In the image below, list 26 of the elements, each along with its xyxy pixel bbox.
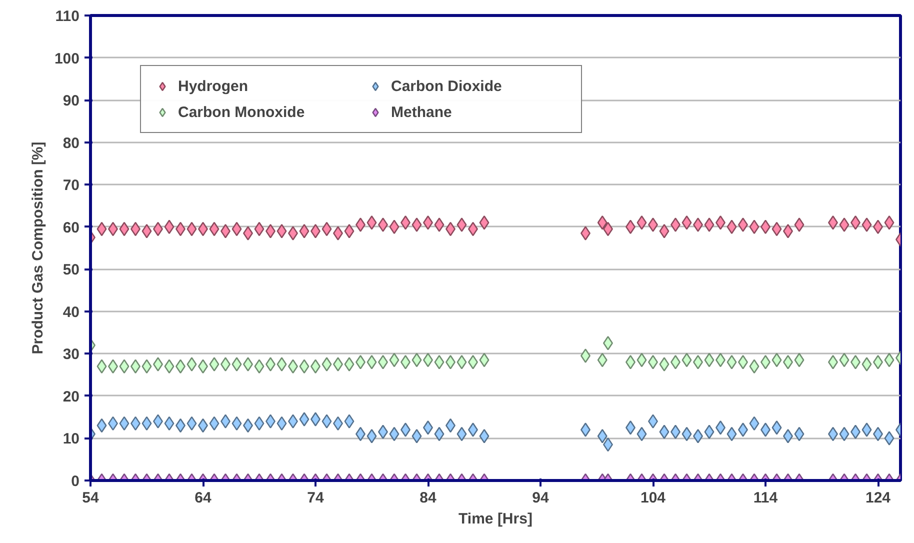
y-tick-label: 80 <box>62 134 80 152</box>
y-tick-label: 100 <box>54 50 80 68</box>
y-tick-label: 30 <box>62 346 80 364</box>
y-tick-label: 70 <box>62 177 80 194</box>
x-tick-label: 74 <box>307 490 324 506</box>
x-tick-label: 94 <box>532 490 550 506</box>
y-tick-label: 10 <box>62 430 80 448</box>
x-tick-label: 84 <box>420 490 437 506</box>
x-tick-label: 124 <box>865 490 892 506</box>
x-tick-label: 114 <box>753 490 778 506</box>
legend-label: Carbon Monoxide <box>178 104 306 120</box>
y-tick-label: 50 <box>62 262 80 279</box>
x-tick-label: 54 <box>82 490 100 506</box>
legend-label: Hydrogen <box>178 78 250 94</box>
legend-label: Carbon Dioxide <box>391 78 503 94</box>
y-tick-label: 0 <box>71 473 80 490</box>
x-axis-title: Time [Hrs] <box>458 510 532 528</box>
x-tick-label: 64 <box>194 490 212 506</box>
x-tick-label: 104 <box>640 490 666 506</box>
y-tick-label: 60 <box>62 219 80 236</box>
y-tick-label: 110 <box>55 8 80 25</box>
y-axis-title: Product Gas Composition [%] <box>29 142 46 354</box>
y-tick-label: 90 <box>62 92 80 110</box>
y-tick-label: 40 <box>62 304 80 321</box>
legend-label: Methane <box>391 104 453 120</box>
y-tick-label: 20 <box>62 388 80 406</box>
